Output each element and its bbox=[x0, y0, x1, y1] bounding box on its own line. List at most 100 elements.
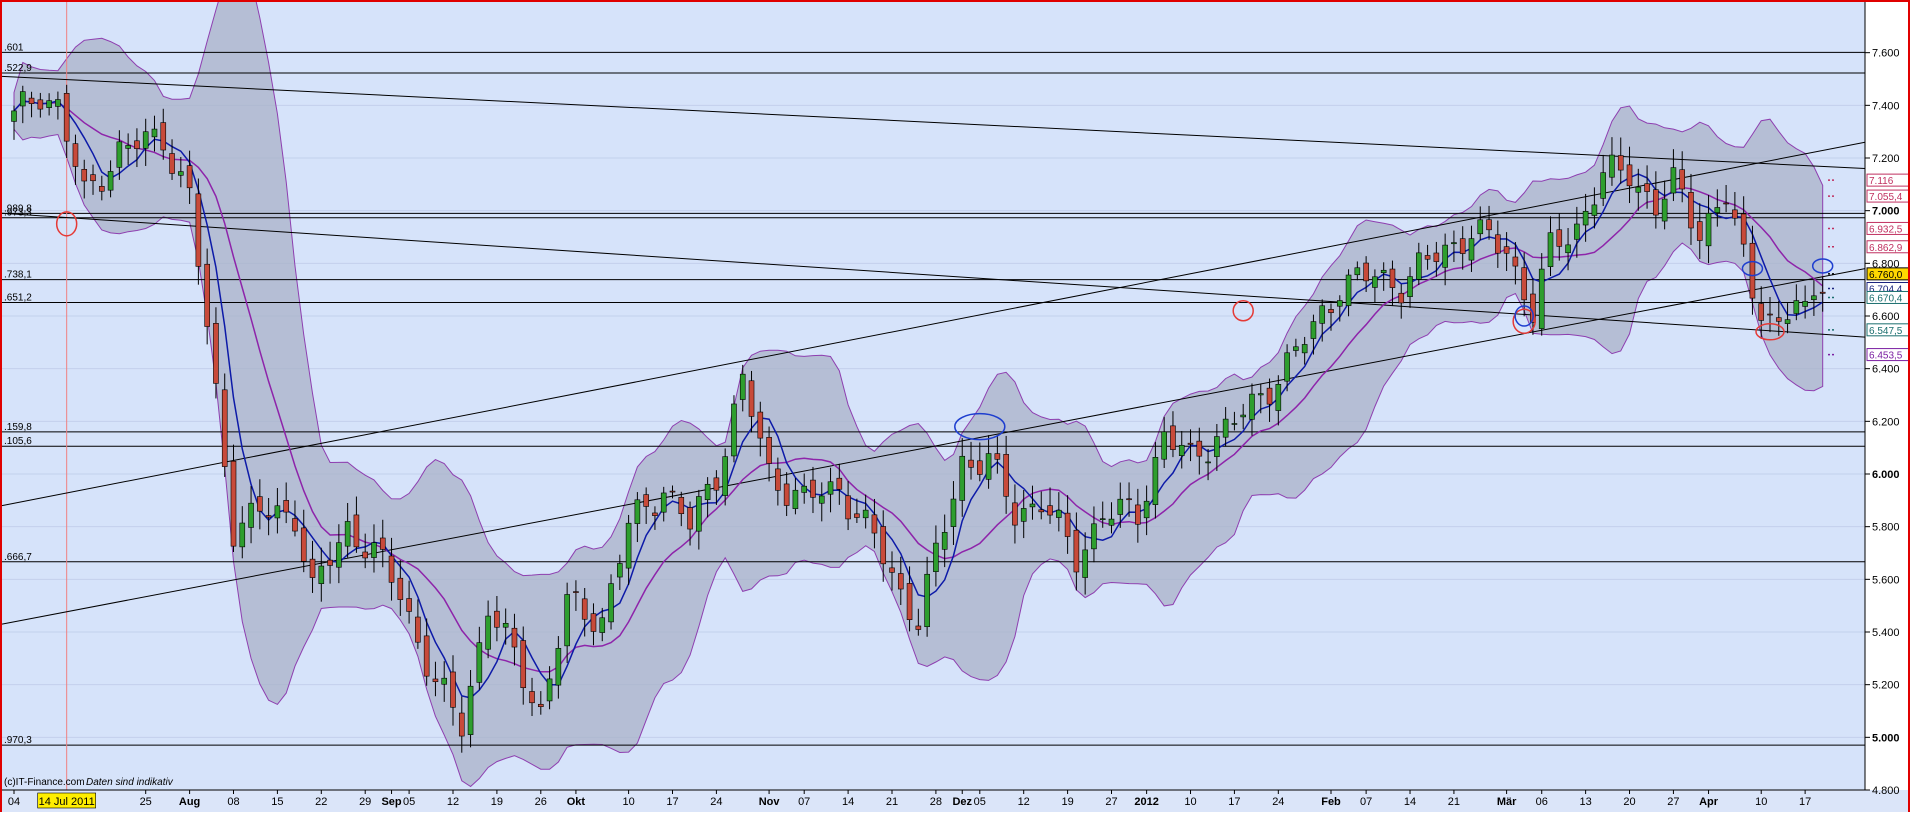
candle-body bbox=[1363, 262, 1369, 282]
candle-body bbox=[1284, 352, 1290, 382]
candle-body bbox=[1503, 246, 1510, 254]
candle-body bbox=[854, 513, 860, 518]
y-tick-label: 7.400 bbox=[1872, 100, 1900, 112]
price-tag-label: 6.932,5 bbox=[1869, 224, 1903, 235]
candle-body bbox=[1740, 213, 1747, 245]
candle-body bbox=[889, 567, 895, 573]
candle-body bbox=[976, 460, 983, 475]
x-tick-label: Mär bbox=[1497, 796, 1517, 808]
x-tick-label: 17 bbox=[666, 796, 678, 808]
candle-body bbox=[1056, 509, 1062, 518]
price-axis: 7.600 7.400 7.200 7.000 6.800 6.600 6.400 6.200… bbox=[1864, 0, 1900, 797]
candle-body bbox=[924, 573, 930, 628]
candle-body bbox=[994, 453, 1001, 460]
disclaimer-text: Daten sind indikativ bbox=[86, 777, 174, 788]
candle-body bbox=[502, 622, 509, 628]
candle-body bbox=[792, 489, 799, 509]
candle-body bbox=[300, 527, 307, 562]
candle-body bbox=[1126, 498, 1132, 501]
candle-body bbox=[142, 131, 149, 149]
candle-body bbox=[1451, 242, 1457, 245]
candle-body bbox=[915, 625, 922, 630]
candle-body bbox=[1231, 423, 1238, 425]
candle-body bbox=[1328, 309, 1334, 314]
candle-body bbox=[134, 140, 140, 149]
candle-body bbox=[1073, 529, 1080, 573]
candle-body bbox=[1222, 418, 1229, 438]
candle-body bbox=[1459, 238, 1466, 254]
candle-body bbox=[318, 565, 325, 584]
candles bbox=[11, 84, 1826, 753]
annotation-ellipse bbox=[954, 412, 1006, 441]
y-tick-label: 7.600 bbox=[1872, 48, 1900, 60]
candle-body bbox=[1135, 504, 1141, 525]
candle-body bbox=[28, 97, 35, 104]
candle-body bbox=[1574, 223, 1580, 240]
candle-body bbox=[696, 496, 702, 532]
candle-body bbox=[1644, 183, 1650, 192]
y-tick-label: 6.600 bbox=[1872, 311, 1900, 323]
candle-body bbox=[1108, 518, 1115, 526]
candle-body bbox=[178, 171, 184, 176]
candle-body bbox=[1749, 242, 1756, 299]
candle-body bbox=[230, 460, 237, 547]
candle-body bbox=[739, 373, 746, 400]
x-tick-label: 21 bbox=[1448, 796, 1460, 808]
candle-body bbox=[397, 577, 404, 600]
candle-body bbox=[1214, 436, 1220, 457]
candle-body bbox=[221, 389, 228, 467]
candle-body bbox=[968, 459, 974, 468]
x-tick-label: Okt bbox=[567, 796, 586, 808]
y-tick-label: 6.200 bbox=[1872, 416, 1900, 428]
axis-background bbox=[1865, 0, 1910, 812]
x-tick-label: 14 bbox=[842, 796, 854, 808]
candle-body bbox=[1293, 346, 1299, 351]
candle-body bbox=[871, 514, 878, 534]
candle-body bbox=[160, 122, 167, 151]
candle-body bbox=[283, 500, 289, 513]
candle-body bbox=[906, 583, 913, 620]
x-tick-label: 17 bbox=[1799, 796, 1811, 808]
candle-body bbox=[151, 128, 158, 138]
x-tick-label: 24 bbox=[710, 796, 722, 808]
candle-body bbox=[625, 522, 632, 569]
x-tick-label: 26 bbox=[535, 796, 547, 808]
candle-body bbox=[46, 100, 52, 108]
candle-body bbox=[1336, 300, 1343, 307]
candle-body bbox=[1495, 234, 1501, 254]
candle-body bbox=[941, 532, 948, 550]
price-tag-label: 6.704,4 bbox=[1869, 285, 1903, 296]
x-tick-label: 25 bbox=[140, 796, 152, 808]
x-tick-label: 19 bbox=[491, 796, 503, 808]
candle-body bbox=[581, 598, 588, 620]
horizontal-level-label: .666,7 bbox=[4, 552, 32, 563]
candle-body bbox=[555, 648, 562, 686]
candle-body bbox=[687, 507, 693, 530]
x-tick-label: 12 bbox=[1018, 796, 1030, 808]
candle-body bbox=[1635, 186, 1642, 193]
candle-body bbox=[1003, 454, 1009, 497]
candle-body bbox=[573, 591, 579, 593]
highlight-date-label: 14 Jul 2011 bbox=[39, 796, 95, 808]
x-tick-label: 2012 bbox=[1134, 796, 1158, 808]
x-tick-label: 10 bbox=[1184, 796, 1196, 808]
candle-body bbox=[537, 703, 544, 708]
candle-body bbox=[1345, 274, 1352, 306]
candle-body bbox=[1310, 321, 1317, 339]
candle-body bbox=[344, 521, 351, 547]
candle-body bbox=[248, 502, 254, 528]
candle-body bbox=[520, 640, 527, 689]
candle-body bbox=[63, 93, 70, 142]
horizontal-level-label: .601 bbox=[4, 42, 24, 53]
candle-body bbox=[660, 492, 667, 513]
y-tick-label: 5.400 bbox=[1872, 627, 1900, 639]
candle-body bbox=[1099, 518, 1106, 521]
candle-body bbox=[1600, 172, 1606, 199]
candle-body bbox=[485, 615, 491, 650]
annotation-ellipse bbox=[1811, 258, 1834, 274]
candle-body bbox=[608, 583, 614, 623]
y-tick-label: 6.800 bbox=[1872, 258, 1900, 270]
candle-body bbox=[564, 594, 570, 647]
annotation-ellipse bbox=[1514, 305, 1534, 327]
